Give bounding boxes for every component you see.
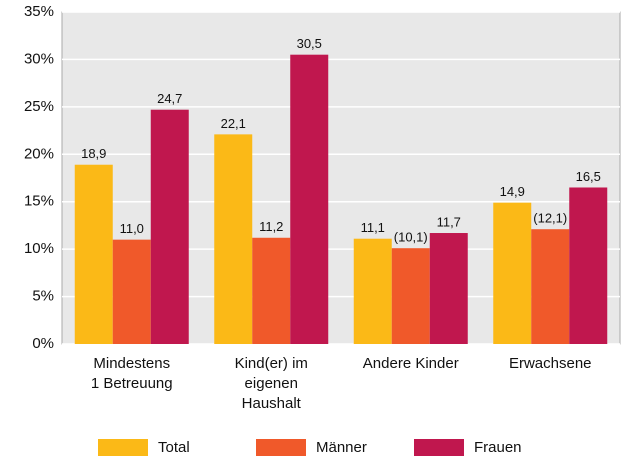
bar <box>112 239 151 344</box>
bar <box>252 237 291 344</box>
y-tick-label: 20% <box>24 145 54 162</box>
legend-swatch <box>98 439 148 456</box>
x-tick-label: Andere Kinder <box>363 355 459 372</box>
value-label: 22,1 <box>221 116 246 131</box>
value-label: (12,1) <box>533 211 567 226</box>
x-tick-label: Haushalt <box>242 395 302 412</box>
legend-label: Männer <box>316 439 367 456</box>
bar <box>391 248 430 344</box>
value-label: (10,1) <box>394 230 428 245</box>
value-label: 18,9 <box>81 146 106 161</box>
bar <box>290 54 329 344</box>
bar <box>531 229 570 344</box>
bar <box>353 238 392 344</box>
legend-label: Total <box>158 439 190 456</box>
value-label: 14,9 <box>500 184 525 199</box>
bar <box>74 164 113 344</box>
x-tick-label: eigenen <box>245 375 298 392</box>
y-tick-label: 35% <box>24 3 54 20</box>
value-label: 30,5 <box>297 36 322 51</box>
value-label: 11,0 <box>120 221 144 236</box>
value-label: 24,7 <box>157 91 182 106</box>
legend-swatch <box>256 439 306 456</box>
legend-swatch <box>414 439 464 456</box>
value-label: 16,5 <box>576 169 601 184</box>
x-tick-label: Mindestens <box>93 355 170 372</box>
y-tick-label: 30% <box>24 50 54 67</box>
x-tick-label: Kind(er) im <box>235 355 308 372</box>
bar <box>214 134 253 344</box>
bar <box>429 233 468 344</box>
bar <box>150 109 189 345</box>
bar <box>493 202 532 344</box>
y-tick-label: 15% <box>24 193 54 210</box>
value-label: 11,7 <box>437 214 461 229</box>
y-tick-label: 25% <box>24 98 54 115</box>
x-tick-label: Erwachsene <box>509 355 592 372</box>
y-tick-label: 0% <box>32 335 54 352</box>
y-tick-label: 5% <box>32 288 54 305</box>
value-label: 11,1 <box>361 220 385 235</box>
legend-label: Frauen <box>474 439 522 456</box>
x-tick-label: 1 Betreuung <box>91 375 173 392</box>
bar <box>569 187 608 344</box>
y-tick-label: 10% <box>24 240 54 257</box>
value-label: 11,2 <box>259 219 283 234</box>
